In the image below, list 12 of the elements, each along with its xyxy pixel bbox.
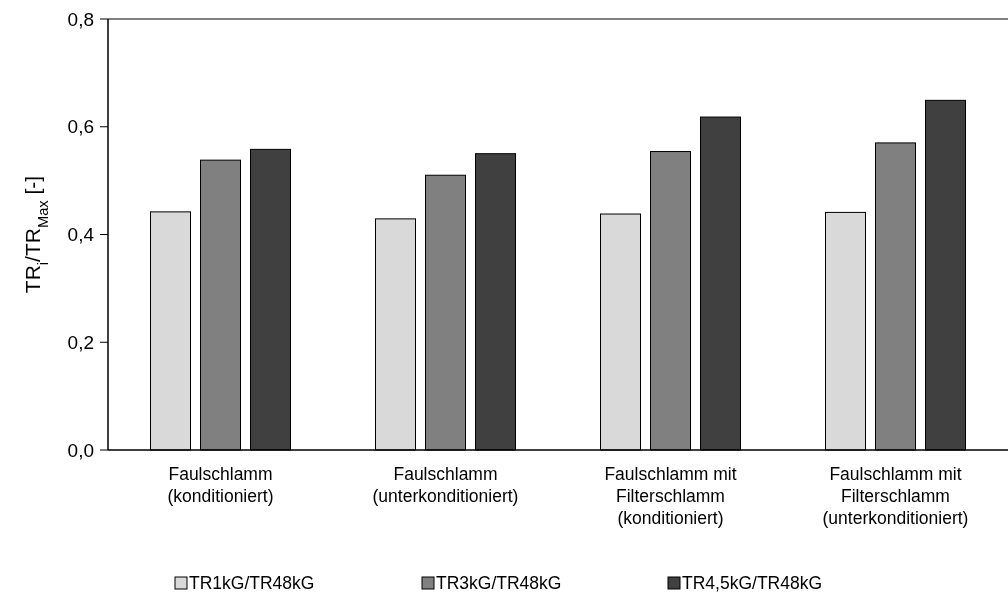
x-tick-label: Faulschlamm (konditioniert) <box>167 464 274 506</box>
x-tick-label: Faulschlamm (unterkonditioniert) <box>372 464 519 506</box>
legend-label: TR1kG/TR48kG <box>189 573 315 594</box>
y-tick-label: 0,6 <box>67 116 94 138</box>
y-tick-label: 0,4 <box>67 224 95 246</box>
y-tick-label: 0,2 <box>67 331 94 353</box>
y-tick-label: 0,8 <box>67 8 94 30</box>
y-tick-label: 0,0 <box>67 439 94 461</box>
x-tick-label: Faulschlamm mit Filterschlamm (unterkonditioniert) <box>822 464 969 528</box>
x-tick-label: Faulschlamm mit Filterschlamm (konditioniert) <box>604 464 737 528</box>
legend-label: TR3kG/TR48kG <box>436 573 562 594</box>
legend-label: TR4,5kG/TR48kG <box>682 573 823 594</box>
